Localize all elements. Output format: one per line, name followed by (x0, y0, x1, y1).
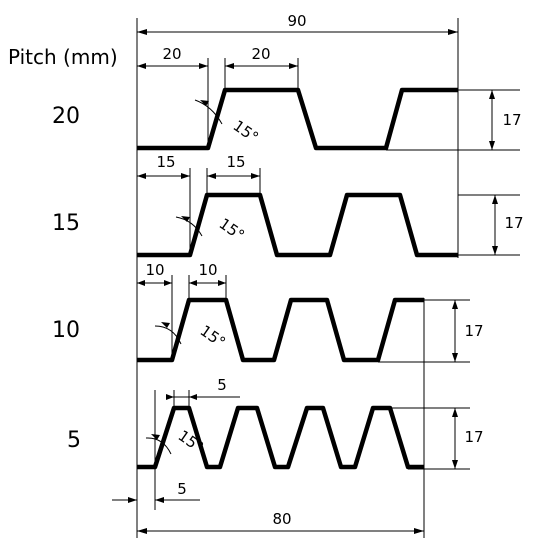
pitch-value: 5 (67, 428, 81, 453)
height-label: 17 (504, 214, 523, 232)
dim-right: 15 (226, 153, 245, 171)
top-width-dimension: 90 (137, 12, 458, 35)
top-width-value: 90 (287, 12, 306, 30)
height-label: 17 (464, 428, 483, 446)
pitch-value: 20 (52, 104, 80, 129)
angle-label: 15° (197, 322, 229, 352)
pitch-value: 15 (52, 211, 80, 236)
dim-right: 5 (217, 376, 227, 394)
row-pitch-10: 10 10 10 15° 17 (52, 261, 484, 363)
row-pitch-20: 20 20 20 15° 17 (52, 45, 522, 151)
profile-line (137, 192, 458, 258)
dim-left: 15 (156, 153, 175, 171)
dim-left: 10 (145, 261, 164, 279)
pitch-value: 10 (52, 318, 80, 343)
profile-line (137, 87, 458, 151)
profile-line (137, 297, 424, 363)
dim-left: 20 (162, 45, 181, 63)
angle-label: 15° (216, 215, 248, 245)
angle-label: 15° (230, 117, 262, 147)
height-label: 17 (502, 111, 521, 129)
height-label: 17 (464, 322, 483, 340)
profile-line (137, 405, 424, 470)
bottom-width-value: 80 (272, 510, 291, 528)
dim-bottom: 5 (177, 480, 187, 498)
pitch-header-label: Pitch (mm) (8, 45, 118, 69)
row-pitch-15: 15 15 15 15° 17 (52, 153, 524, 258)
bottom-width-dimension: 80 (137, 510, 424, 534)
row-pitch-5: 5 5 15° 5 17 (67, 376, 484, 510)
dim-right: 20 (251, 45, 270, 63)
dim-right: 10 (198, 261, 217, 279)
